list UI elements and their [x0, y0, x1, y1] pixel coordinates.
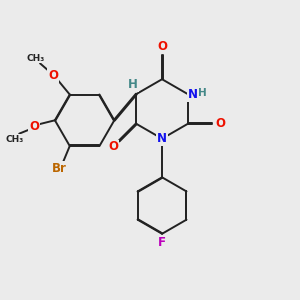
Text: N: N — [188, 88, 198, 100]
Text: Br: Br — [52, 162, 67, 175]
Text: O: O — [108, 140, 118, 154]
Text: O: O — [29, 120, 39, 133]
Text: CH₃: CH₃ — [6, 135, 24, 144]
Text: O: O — [215, 117, 226, 130]
Text: N: N — [157, 132, 167, 145]
Text: CH₃: CH₃ — [26, 54, 45, 63]
Text: O: O — [157, 40, 167, 53]
Text: H: H — [198, 88, 207, 98]
Text: O: O — [48, 69, 59, 82]
Text: F: F — [158, 236, 166, 249]
Text: H: H — [128, 78, 138, 91]
